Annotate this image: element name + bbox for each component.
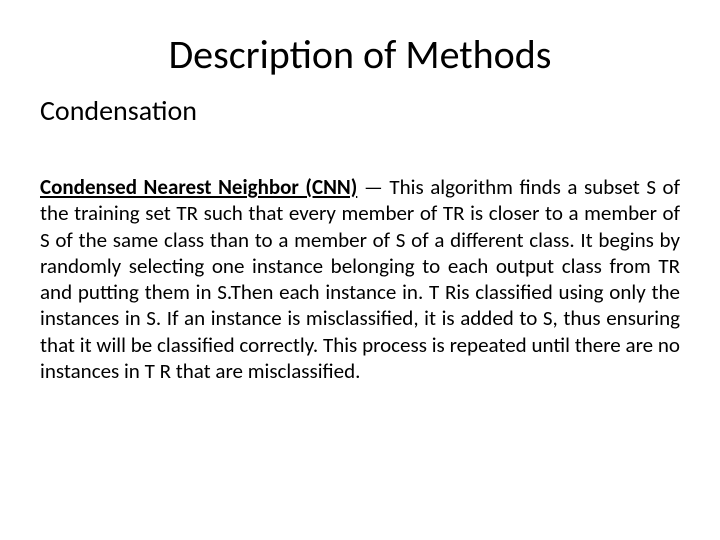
body-lead-term: Condensed Nearest Neighbor (CNN) <box>40 174 357 200</box>
body-rest-text: — This algorithm finds a subset S of the… <box>40 174 680 384</box>
body-paragraph: Condensed Nearest Neighbor (CNN) — This … <box>40 174 680 384</box>
slide-subtitle: Condensation <box>40 93 680 128</box>
slide-title: Description of Methods <box>40 30 680 79</box>
